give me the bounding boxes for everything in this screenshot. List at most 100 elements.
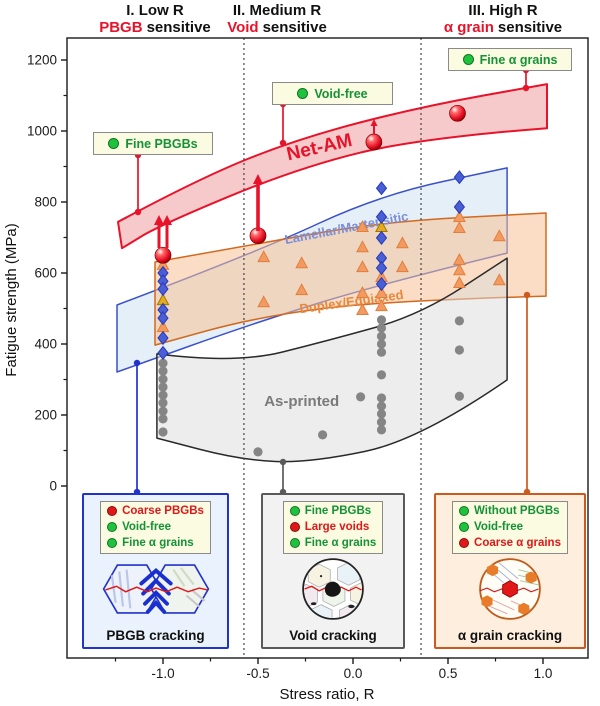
callout-void-free: Void-free [272,82,393,105]
callout-fine-alpha-grains: Fine α grains [448,48,572,71]
hatch-lines [172,567,195,587]
region-title-low-r: I. Low R PBGB sensitive [40,2,270,37]
green-dot-icon [107,522,118,533]
data-point-circle [158,382,168,392]
legend-item: Without PBGBs [459,504,561,519]
crack-line [516,587,539,593]
legend-item-label: Without PBGBs [474,505,560,517]
data-point-circle [376,425,387,435]
green-dot-icon [459,522,470,533]
legend-item: Void-free [459,520,561,535]
data-point-diamond [157,310,169,326]
connector-dot [522,84,530,92]
band-as-printed [156,257,508,463]
small-void [310,602,317,605]
series-as-printed [158,315,464,457]
legend-box-title: α grain cracking [457,628,563,643]
legend-item-label: Void-free [122,520,172,533]
green-dot-icon [289,506,300,517]
callout-label: Fine PBGBs [125,136,198,151]
y-tick-label: 200 [34,408,57,423]
y-tick-label: 0 [49,479,57,494]
legend-item: Large voids [289,520,377,535]
data-point-circle [376,401,387,411]
legend-box-title: Void cracking [289,628,377,643]
connector-dot [134,208,142,216]
green-dot-icon [462,54,474,65]
data-point-triangle [295,283,309,296]
data-point-circle [454,391,464,401]
region-keyword: Void [227,18,259,36]
legend-item: Void-free [107,520,204,535]
hatch-lines [185,588,205,608]
data-point-circle [376,331,387,341]
y-tick-label: 800 [34,195,57,210]
data-point-sphere [449,104,466,122]
data-point-triangle [395,236,409,249]
legend-item: Fine α grains [289,536,376,551]
small-void [348,604,355,608]
data-point-circle [158,398,168,408]
data-point-triangle [375,286,388,298]
region-rest: sensitive [497,18,563,36]
data-point-circle [158,427,168,437]
crack-line [104,585,208,593]
data-point-circle [158,374,168,384]
axes: -1.0 -0.5 0.0 0.5 1.0 0 200 400 600 800 1000 1200 St… [3,37,589,703]
data-point-triangle [356,240,369,253]
region-keyword: α grain [443,18,494,36]
region-title-line1: II. Medium R [232,2,322,19]
up-arrow-head [253,174,263,184]
data-point-triangle [452,263,466,276]
legend-item-label: Coarse α grains [474,536,561,549]
alpha-grain-cracking-illustration [479,558,541,620]
data-point-circle [454,316,464,326]
x-tick-label: -1.0 [151,666,174,681]
void-cracking-illustration [302,558,364,620]
data-point-diamond [375,260,388,276]
legend-item-label: Void-free [474,520,524,533]
up-arrow-head [154,215,164,225]
data-point-diamond [375,181,388,196]
up-arrow-head [162,215,172,225]
connector-dot [523,291,531,299]
data-point-triangle [356,286,369,298]
feature-list: Without PBGBs Void-free Coarse α grains [452,501,568,554]
y-tick-label: 600 [34,266,57,281]
data-point-triangle [452,221,466,233]
series-duplex-equiaxed [156,210,506,333]
region-rest: sensitive [146,18,211,36]
data-point-circle [356,392,366,402]
data-point-triangle [492,229,506,242]
legend-item-label: Fine PBGBs [304,505,372,517]
callout-label: Fine α grains [479,52,558,67]
data-point-diamond [375,209,388,225]
data-point-circle [376,393,387,403]
legend-box-title: PBGB cracking [106,628,205,643]
data-point-circle [376,315,387,325]
legend-box-alpha-grain-cracking: Without PBGBs Void-free Coarse α grains [434,493,586,649]
data-point-circle [253,447,263,457]
void-blob [324,581,341,597]
data-point-triangle [295,256,309,269]
data-point-circle [158,366,168,376]
coarse-alpha-grain [502,580,518,598]
data-point-circle [376,370,387,380]
pbgb-chevrons [138,567,173,614]
data-point-triangle [257,250,271,263]
data-point-circle [376,409,387,419]
data-point-triangle [356,220,369,232]
region-title-line2: PBGB sensitive [40,18,270,37]
y-tick-label: 1200 [27,53,57,68]
data-point-circle [376,339,387,349]
pbgb-cracking-illustration [102,564,209,614]
callout-label: Void-free [314,86,368,101]
red-dot-icon [289,522,300,533]
legend-item-label: Large voids [304,520,370,533]
improvement-arrows [154,119,378,248]
callout-fine-pbgbs: Fine PBGBs [93,132,213,155]
data-point-triangle [257,295,271,308]
data-point-triangle [356,260,369,273]
connector-dot [279,458,287,466]
region-title-line1: I. Low R [126,2,184,19]
